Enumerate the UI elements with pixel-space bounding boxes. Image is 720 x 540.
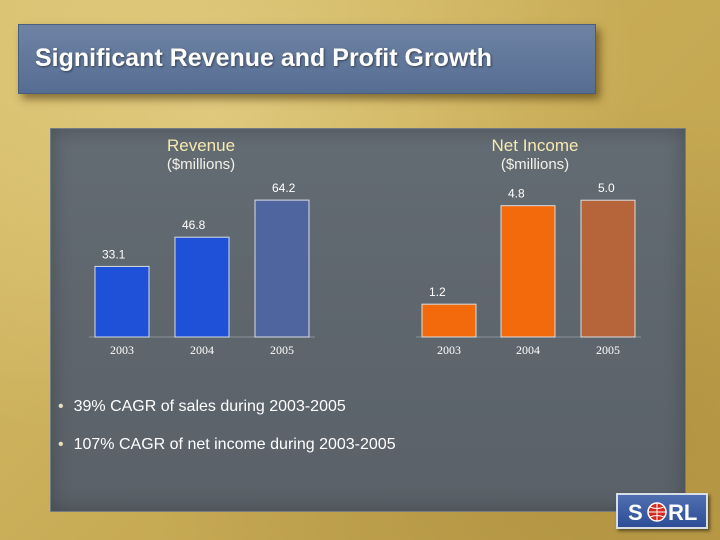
x-tick-label: 2005: [596, 343, 620, 357]
data-label: 33.1: [102, 247, 126, 261]
bullet-dot: •: [58, 398, 64, 415]
x-tick-label: 2003: [437, 343, 461, 357]
data-label: 1.2: [429, 285, 446, 299]
logo-letters-rl: RL: [668, 500, 697, 525]
bullet-text: 39% CAGR of sales during 2003-2005: [73, 398, 346, 415]
sorl-logo: S RL: [616, 493, 708, 529]
revenue-chart: 33.1 2003 46.8 2004 64.2 2005: [89, 181, 315, 357]
slide-title: Significant Revenue and Profit Growth: [35, 44, 492, 72]
x-tick-label: 2004: [516, 343, 540, 357]
data-label: 4.8: [508, 187, 525, 201]
x-tick-label: 2005: [270, 343, 294, 357]
title-bar: Significant Revenue and Profit Growth: [18, 24, 596, 94]
logo-letter-s: S: [628, 500, 643, 525]
bar-2003: [94, 265, 150, 338]
bullet-text: 107% CAGR of net income during 2003-2005: [73, 436, 396, 453]
net-income-chart-title: Net Income: [491, 136, 579, 155]
bar-2004: [500, 205, 556, 338]
bullet-dot: •: [58, 436, 64, 453]
x-tick-label: 2003: [110, 343, 134, 357]
data-label: 5.0: [598, 181, 615, 195]
net-income-chart-subtitle: ($millions): [500, 156, 570, 173]
bar-2003: [421, 303, 477, 338]
data-label: 64.2: [272, 181, 296, 195]
logo-globe-lines: [648, 503, 666, 521]
revenue-chart-subtitle: ($millions): [166, 156, 236, 173]
bullet-item-net-income-cagr: • 107% CAGR of net income during 2003-200…: [58, 436, 396, 454]
bar-2005: [580, 199, 636, 338]
bar-2004: [174, 236, 230, 338]
data-label: 46.8: [182, 218, 206, 232]
bar-2005: [254, 199, 310, 338]
content-panel: [50, 128, 686, 512]
net-income-chart: 1.2 2003 4.8 2004 5.0 2005: [416, 181, 641, 357]
bullet-list: • 39% CAGR of sales during 2003-2005 • 107…: [58, 398, 396, 474]
x-tick-label: 2004: [190, 343, 214, 357]
sorl-logo-mark: S RL: [628, 500, 697, 525]
revenue-chart-title: Revenue: [166, 136, 236, 155]
bullet-item-sales-cagr: • 39% CAGR of sales during 2003-2005: [58, 398, 396, 416]
